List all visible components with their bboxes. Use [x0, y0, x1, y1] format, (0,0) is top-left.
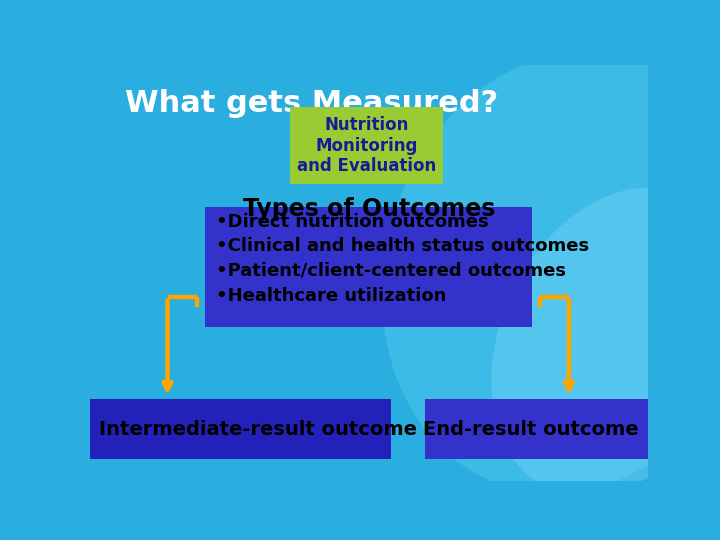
FancyBboxPatch shape: [425, 399, 648, 459]
FancyBboxPatch shape: [86, 61, 652, 484]
Text: Nutrition
Monitoring
and Evaluation: Nutrition Monitoring and Evaluation: [297, 116, 436, 176]
Text: •Healthcare utilization: •Healthcare utilization: [215, 287, 446, 305]
Text: •Patient/client-centered outcomes: •Patient/client-centered outcomes: [215, 262, 565, 280]
Text: •Clinical and health status outcomes: •Clinical and health status outcomes: [215, 237, 589, 255]
Text: What gets Measured?: What gets Measured?: [125, 89, 498, 118]
Text: •Direct nutrition outcomes: •Direct nutrition outcomes: [215, 213, 488, 231]
Text: Types of Outcomes: Types of Outcomes: [243, 197, 495, 221]
Text: End-result outcome: End-result outcome: [423, 420, 639, 438]
Text: Intermediate-result outcome: Intermediate-result outcome: [99, 420, 418, 438]
FancyBboxPatch shape: [290, 107, 444, 184]
Ellipse shape: [491, 187, 720, 496]
FancyBboxPatch shape: [204, 207, 532, 327]
Ellipse shape: [382, 52, 720, 494]
FancyBboxPatch shape: [90, 399, 391, 459]
